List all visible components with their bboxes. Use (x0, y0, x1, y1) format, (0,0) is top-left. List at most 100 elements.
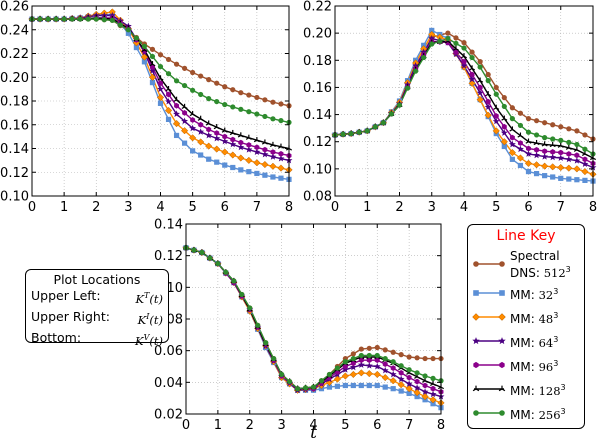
data-point-dns512 (198, 73, 204, 79)
data-point-mm256 (350, 355, 356, 362)
data-point-mm96 (198, 121, 204, 128)
location-symbol: K (135, 291, 145, 306)
data-point-mm256 (453, 40, 459, 46)
data-point-mm48 (492, 127, 500, 135)
line-key-legend: Line Key Spectral DNS: 5123 MM: 323 MM: 483… (467, 224, 585, 429)
data-point-mm256 (246, 109, 252, 115)
data-point-mm64 (557, 154, 565, 161)
data-point-dns512 (181, 65, 188, 71)
data-point-mm32 (398, 388, 404, 394)
data-point-mm256 (390, 359, 396, 365)
data-point-mm32 (165, 116, 172, 123)
data-point-mm96 (390, 365, 396, 371)
y-tick-label: 0.14 (303, 108, 332, 123)
legend-label-exponent: 3 (553, 310, 559, 320)
data-point-mm256 (93, 16, 99, 22)
x-tick-label: 3 (277, 418, 285, 433)
data-point-mm64 (421, 388, 429, 395)
legend-swatch (473, 361, 505, 369)
y-tick-label: 0.18 (303, 54, 332, 69)
data-point-mm128 (205, 120, 212, 126)
tri-marker (472, 385, 480, 392)
data-point-mm96 (542, 148, 548, 155)
data-point-mm48 (156, 93, 165, 102)
data-point-mm32 (566, 176, 572, 182)
data-point-mm256 (533, 132, 540, 138)
data-point-mm256 (550, 136, 556, 142)
data-point-mm48 (565, 164, 573, 172)
data-point-mm32 (190, 148, 196, 154)
data-point-mm128 (469, 65, 476, 71)
data-point-mm32 (430, 401, 436, 407)
x-tick-label: 7 (405, 418, 413, 433)
legend-entry-mm64: MM: 643 (472, 329, 580, 353)
data-point-dns512 (501, 95, 507, 101)
data-point-mm256 (413, 68, 419, 74)
legend-label-prefix: MM: (510, 311, 539, 326)
data-point-mm256 (414, 370, 420, 376)
data-point-mm256 (207, 255, 213, 261)
data-point-mm48 (269, 162, 277, 170)
data-point-mm32 (342, 382, 348, 389)
legend-label-resolution: 32 (538, 287, 554, 302)
legend-label-prefix: MM: (510, 407, 539, 422)
location-row-bottom: Bottom: KV(t) (31, 329, 163, 350)
location-value: KV(t) (135, 329, 163, 350)
data-point-mm48 (389, 377, 397, 385)
circle-marker (499, 410, 505, 416)
data-point-mm128 (261, 139, 268, 145)
x-tick-label: 7 (253, 200, 261, 215)
data-point-mm256 (270, 116, 276, 122)
y-tick-label: 0.24 (0, 23, 29, 38)
data-point-mm256 (501, 103, 507, 110)
data-point-mm64 (460, 62, 468, 69)
data-point-dns512 (485, 71, 491, 78)
location-value: KT(t) (135, 287, 163, 308)
data-point-mm96 (526, 145, 531, 152)
hexagon-marker (499, 361, 505, 369)
data-point-mm48 (508, 148, 516, 157)
data-point-mm256 (191, 247, 197, 253)
star-marker (472, 337, 480, 345)
x-tick-label: 2 (246, 418, 254, 433)
data-point-mm32 (374, 382, 380, 389)
data-point-mm256 (398, 363, 404, 369)
data-point-dns512 (533, 118, 540, 124)
data-point-mm64 (549, 153, 557, 161)
data-point-mm96 (190, 117, 196, 123)
star-marker (498, 337, 506, 345)
data-point-dns512 (422, 355, 428, 362)
location-superscript: T (144, 291, 150, 300)
legend-label-main: MM: 963 (510, 357, 558, 374)
data-point-mm64 (173, 110, 181, 118)
data-point-mm48 (148, 73, 157, 81)
data-point-mm256 (263, 340, 269, 346)
data-point-mm32 (254, 170, 260, 177)
data-point-mm96 (422, 382, 428, 389)
data-point-dns512 (358, 346, 364, 352)
data-point-mm48 (341, 372, 349, 380)
legend-label-resolution: 48 (538, 311, 554, 326)
data-point-mm32 (517, 162, 524, 169)
data-point-mm128 (277, 143, 284, 149)
legend-label-prefix: MM: (510, 383, 539, 398)
data-point-dns512 (374, 344, 380, 351)
data-point-mm32 (133, 44, 140, 51)
legend-entry-mm128: MM: 1283 (472, 377, 580, 401)
diamond-marker (472, 313, 480, 321)
data-point-mm128 (477, 77, 484, 83)
x-tick-label: 5 (341, 418, 349, 433)
data-point-mm256 (406, 367, 412, 373)
x-tick-label: 5 (492, 200, 500, 215)
y-tick-label: 0.26 (0, 0, 29, 15)
legend-swatch (472, 337, 506, 345)
data-point-mm256 (53, 16, 59, 22)
data-point-mm256 (582, 146, 588, 152)
data-point-mm64 (413, 384, 421, 391)
legend-label-main: MM: 323 (510, 285, 558, 302)
data-point-dns512 (493, 84, 499, 91)
data-point-mm32 (509, 156, 515, 162)
data-point-mm256 (254, 111, 260, 117)
data-point-mm128 (181, 103, 188, 110)
data-point-mm96 (445, 39, 451, 46)
